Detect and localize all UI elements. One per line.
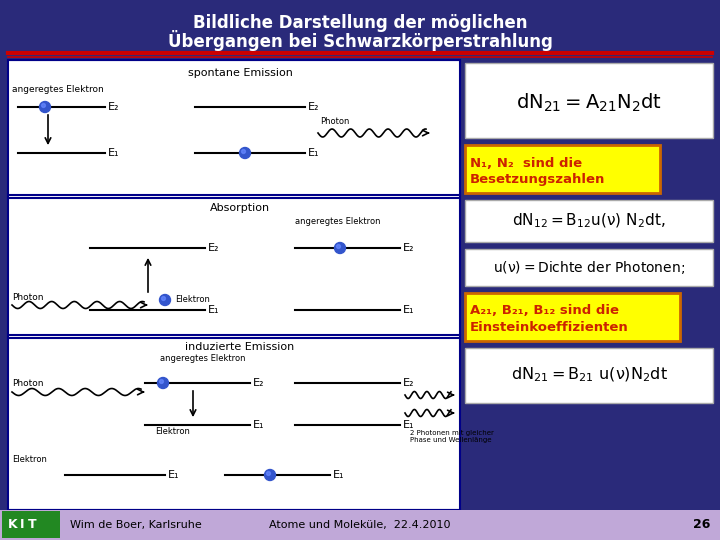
Text: E₁: E₁ [208, 305, 220, 315]
Text: E₁: E₁ [308, 148, 320, 158]
Text: Photon: Photon [12, 379, 43, 388]
Text: A₂₁, B₂₁, B₁₂ sind die: A₂₁, B₂₁, B₁₂ sind die [470, 304, 619, 317]
Circle shape [240, 147, 251, 159]
Text: angeregtes Elektron: angeregtes Elektron [12, 85, 104, 94]
Text: E₁: E₁ [403, 420, 415, 430]
Bar [465, 293, 680, 341]
Text: 2 Photonen mit gleicher
Phase und Wellenlänge: 2 Photonen mit gleicher Phase und Wellen… [410, 430, 494, 443]
Circle shape [158, 377, 168, 388]
Bar [465, 200, 713, 242]
Text: induzierte Emission: induzierte Emission [185, 342, 294, 352]
Text: Absorption: Absorption [210, 203, 270, 213]
Text: spontane Emission: spontane Emission [188, 68, 292, 78]
Bar [465, 348, 713, 403]
Bar [8, 60, 460, 510]
Circle shape [40, 102, 50, 112]
Text: Elektron: Elektron [155, 428, 190, 436]
Text: Photon: Photon [320, 117, 349, 125]
Text: E₁: E₁ [403, 305, 415, 315]
Text: N₁, N₂  sind die: N₁, N₂ sind die [470, 157, 582, 170]
Text: $\mathrm{dN_{21}= B_{21}\ u(\nu)N_2dt}$: $\mathrm{dN_{21}= B_{21}\ u(\nu)N_2dt}$ [510, 366, 667, 384]
Text: E₁: E₁ [168, 470, 179, 480]
Text: angeregtes Elektron: angeregtes Elektron [160, 354, 246, 363]
Text: Wim de Boer, Karlsruhe: Wim de Boer, Karlsruhe [70, 520, 202, 530]
Text: E₂: E₂ [403, 243, 415, 253]
Text: E₁: E₁ [333, 470, 344, 480]
Circle shape [42, 104, 45, 107]
Circle shape [242, 150, 246, 153]
Circle shape [336, 245, 341, 248]
Bar [465, 249, 713, 286]
Circle shape [161, 296, 166, 300]
Circle shape [264, 469, 276, 481]
Text: Elektron: Elektron [175, 295, 210, 305]
Text: 26: 26 [693, 518, 710, 531]
Bar [465, 145, 660, 193]
Text: I: I [20, 518, 24, 531]
Text: E₁: E₁ [108, 148, 120, 158]
Text: angeregtes Elektron: angeregtes Elektron [295, 217, 380, 226]
Text: $\mathrm{u(\nu) = Dichte\ der\ Photonen;}$: $\mathrm{u(\nu) = Dichte\ der\ Photonen;… [493, 260, 685, 276]
Text: T: T [28, 518, 37, 531]
Bar [2, 511, 60, 538]
Text: $\mathrm{dN_{21} = A_{21}N_2dt}$: $\mathrm{dN_{21} = A_{21}N_2dt}$ [516, 92, 662, 114]
Text: Einsteinkoeffizienten: Einsteinkoeffizienten [470, 321, 629, 334]
Bar [0, 510, 720, 540]
Text: E₂: E₂ [208, 243, 220, 253]
Text: E₂: E₂ [308, 102, 320, 112]
Text: E₂: E₂ [253, 378, 264, 388]
Text: $\mathrm{dN_{12}= B_{12}u(\nu)\ N_2dt,}$: $\mathrm{dN_{12}= B_{12}u(\nu)\ N_2dt,}$ [512, 212, 666, 230]
Text: K: K [8, 518, 17, 531]
Text: E₁: E₁ [253, 420, 264, 430]
Text: Übergangen bei Schwarzkörperstrahlung: Übergangen bei Schwarzkörperstrahlung [168, 30, 552, 51]
Text: Elektron: Elektron [12, 456, 47, 464]
Text: Besetzungszahlen: Besetzungszahlen [470, 173, 606, 186]
Text: Photon: Photon [12, 294, 43, 302]
Circle shape [160, 380, 163, 383]
Circle shape [266, 471, 271, 475]
Text: Bildliche Darstellung der möglichen: Bildliche Darstellung der möglichen [193, 14, 527, 32]
Circle shape [160, 294, 171, 306]
Bar [465, 63, 713, 138]
Text: E₂: E₂ [108, 102, 120, 112]
Text: Atome und Moleküle,  22.4.2010: Atome und Moleküle, 22.4.2010 [269, 520, 451, 530]
Circle shape [335, 242, 346, 253]
Text: E₂: E₂ [403, 378, 415, 388]
